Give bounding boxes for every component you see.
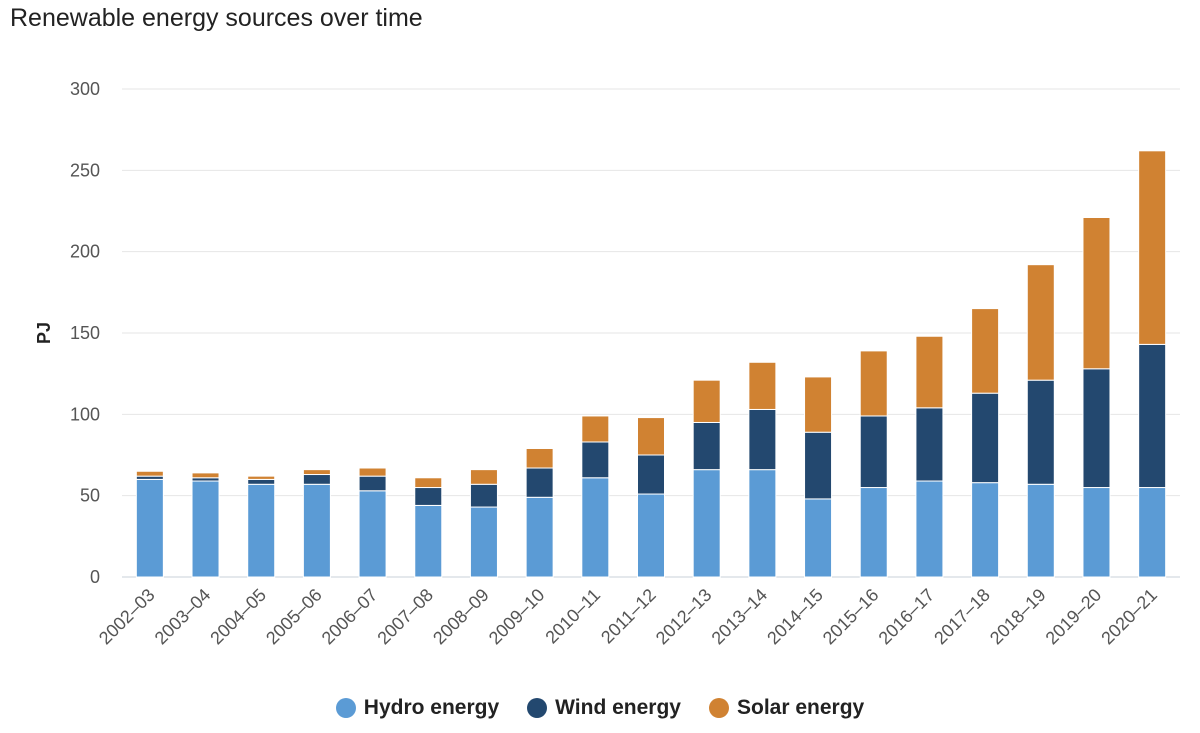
x-tick-label: 2010–11 bbox=[541, 585, 604, 648]
legend-swatch bbox=[335, 698, 356, 718]
bar-segment-wind-energy bbox=[692, 421, 721, 471]
stacked-bar-chart: 0 50 100 150 200 250 300 PJ 2002–032003–042004… bbox=[34, 79, 1180, 649]
bar-segment-solar-energy bbox=[302, 469, 331, 476]
legend: Hydro energy Wind energy Solar energy bbox=[0, 696, 1200, 720]
legend-swatch bbox=[527, 698, 548, 718]
y-tick-label: 0 bbox=[90, 567, 100, 587]
x-tick-label: 2013–14 bbox=[708, 585, 772, 649]
bar-segment-hydro-energy bbox=[859, 487, 888, 578]
y-tick-label: 50 bbox=[80, 486, 100, 506]
bar-segment-hydro-energy bbox=[1026, 483, 1055, 578]
bar-segment-solar-energy bbox=[135, 470, 164, 477]
bar-segment-wind-energy bbox=[358, 475, 387, 492]
x-tick-label: 2005–06 bbox=[262, 585, 326, 649]
x-tick-label: 2014–15 bbox=[763, 585, 827, 649]
x-tick-label: 2020–21 bbox=[1097, 585, 1161, 649]
x-tick-label: 2002–03 bbox=[95, 585, 159, 649]
legend-label: Wind energy bbox=[555, 696, 681, 719]
bar-segment-wind-energy bbox=[1138, 343, 1167, 489]
bar-segment-solar-energy bbox=[247, 475, 276, 480]
bar-segment-hydro-energy bbox=[971, 482, 1000, 578]
bar-segment-solar-energy bbox=[748, 361, 777, 410]
y-axis-ticks: 0 50 100 150 200 250 300 bbox=[70, 79, 100, 587]
bar-segment-wind-energy bbox=[1026, 379, 1055, 485]
x-tick-label: 2018–19 bbox=[986, 585, 1050, 649]
bar-segment-solar-energy bbox=[1082, 217, 1111, 370]
bar-segment-hydro-energy bbox=[581, 477, 610, 578]
bar-segment-hydro-energy bbox=[135, 478, 164, 578]
bar-segment-wind-energy bbox=[637, 454, 665, 495]
x-tick-label: 2004–05 bbox=[206, 585, 270, 649]
bar-segment-wind-energy bbox=[748, 408, 777, 471]
bar-segment-wind-energy bbox=[302, 474, 331, 485]
bar-segment-hydro-energy bbox=[804, 498, 833, 578]
y-tick-label: 150 bbox=[70, 323, 100, 343]
x-axis-ticks: 2002–032003–042004–052005–062006–072007–… bbox=[95, 585, 1161, 649]
legend-swatch bbox=[708, 698, 729, 718]
x-tick-label: 2008–09 bbox=[429, 585, 493, 649]
bar-segment-solar-energy bbox=[1138, 150, 1167, 345]
y-axis-label: PJ bbox=[34, 322, 54, 344]
bar-segment-hydro-energy bbox=[302, 483, 331, 578]
bar-segment-hydro-energy bbox=[637, 493, 665, 578]
legend-label: Solar energy bbox=[736, 696, 865, 719]
legend-item[interactable]: Wind energy bbox=[527, 696, 681, 720]
bar-segment-wind-energy bbox=[859, 415, 888, 489]
legend-item[interactable]: Solar energy bbox=[708, 696, 865, 720]
bar-segment-wind-energy bbox=[469, 483, 498, 508]
x-tick-label: 2017–18 bbox=[930, 585, 994, 649]
bar-segment-solar-energy bbox=[525, 447, 554, 469]
bar-segment-hydro-energy bbox=[247, 483, 276, 578]
bar-segment-solar-energy bbox=[469, 469, 498, 485]
bar-segment-wind-energy bbox=[414, 487, 443, 506]
y-tick-label: 250 bbox=[70, 160, 100, 180]
bar-segment-hydro-energy bbox=[358, 490, 387, 578]
bar-segment-solar-energy bbox=[191, 472, 220, 479]
bars bbox=[135, 150, 1167, 578]
x-tick-label: 2019–20 bbox=[1042, 585, 1106, 649]
bar-segment-hydro-energy bbox=[191, 480, 220, 578]
y-tick-label: 100 bbox=[70, 404, 100, 424]
bar-segment-wind-energy bbox=[1082, 368, 1111, 489]
bar-segment-wind-energy bbox=[581, 441, 610, 479]
bar-segment-solar-energy bbox=[804, 376, 833, 433]
legend-label: Hydro energy bbox=[363, 696, 500, 719]
x-tick-label: 2009–10 bbox=[485, 585, 549, 649]
bar-segment-solar-energy bbox=[859, 350, 888, 417]
x-tick-label: 2003–04 bbox=[151, 585, 215, 649]
bar-segment-solar-energy bbox=[692, 379, 721, 423]
bar-segment-hydro-energy bbox=[469, 506, 498, 578]
bar-segment-hydro-energy bbox=[748, 469, 777, 578]
bar-segment-wind-energy bbox=[247, 478, 276, 485]
bar-segment-solar-energy bbox=[637, 417, 665, 456]
bar-segment-solar-energy bbox=[581, 415, 610, 443]
x-tick-label: 2015–16 bbox=[819, 585, 883, 649]
x-tick-label: 2011–12 bbox=[597, 585, 660, 648]
bar-segment-wind-energy bbox=[804, 431, 833, 500]
x-tick-label: 2012–13 bbox=[652, 585, 716, 649]
bar-segment-hydro-energy bbox=[525, 496, 554, 578]
y-tick-label: 300 bbox=[70, 79, 100, 99]
bar-segment-wind-energy bbox=[525, 467, 554, 498]
chart-title: Renewable energy sources over time bbox=[10, 4, 423, 32]
bar-segment-hydro-energy bbox=[1138, 487, 1167, 578]
bar-segment-solar-energy bbox=[1026, 264, 1055, 381]
bar-segment-wind-energy bbox=[915, 407, 944, 482]
x-tick-label: 2006–07 bbox=[318, 585, 382, 649]
bar-segment-solar-energy bbox=[971, 308, 1000, 394]
bar-segment-hydro-energy bbox=[692, 469, 721, 578]
x-tick-label: 2016–17 bbox=[875, 585, 939, 649]
bar-segment-solar-energy bbox=[414, 477, 443, 489]
bar-segment-hydro-energy bbox=[414, 504, 443, 578]
y-tick-label: 200 bbox=[70, 242, 100, 262]
x-tick-label: 2007–08 bbox=[373, 585, 437, 649]
bar-segment-hydro-energy bbox=[1082, 487, 1111, 578]
bar-segment-hydro-energy bbox=[915, 480, 944, 578]
bar-segment-wind-energy bbox=[971, 392, 1000, 484]
bar-segment-solar-energy bbox=[358, 467, 387, 477]
bar-segment-solar-energy bbox=[915, 335, 944, 409]
legend-item[interactable]: Hydro energy bbox=[335, 696, 500, 720]
